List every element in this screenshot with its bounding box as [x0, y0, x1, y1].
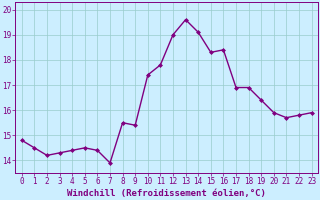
X-axis label: Windchill (Refroidissement éolien,°C): Windchill (Refroidissement éolien,°C): [67, 189, 266, 198]
